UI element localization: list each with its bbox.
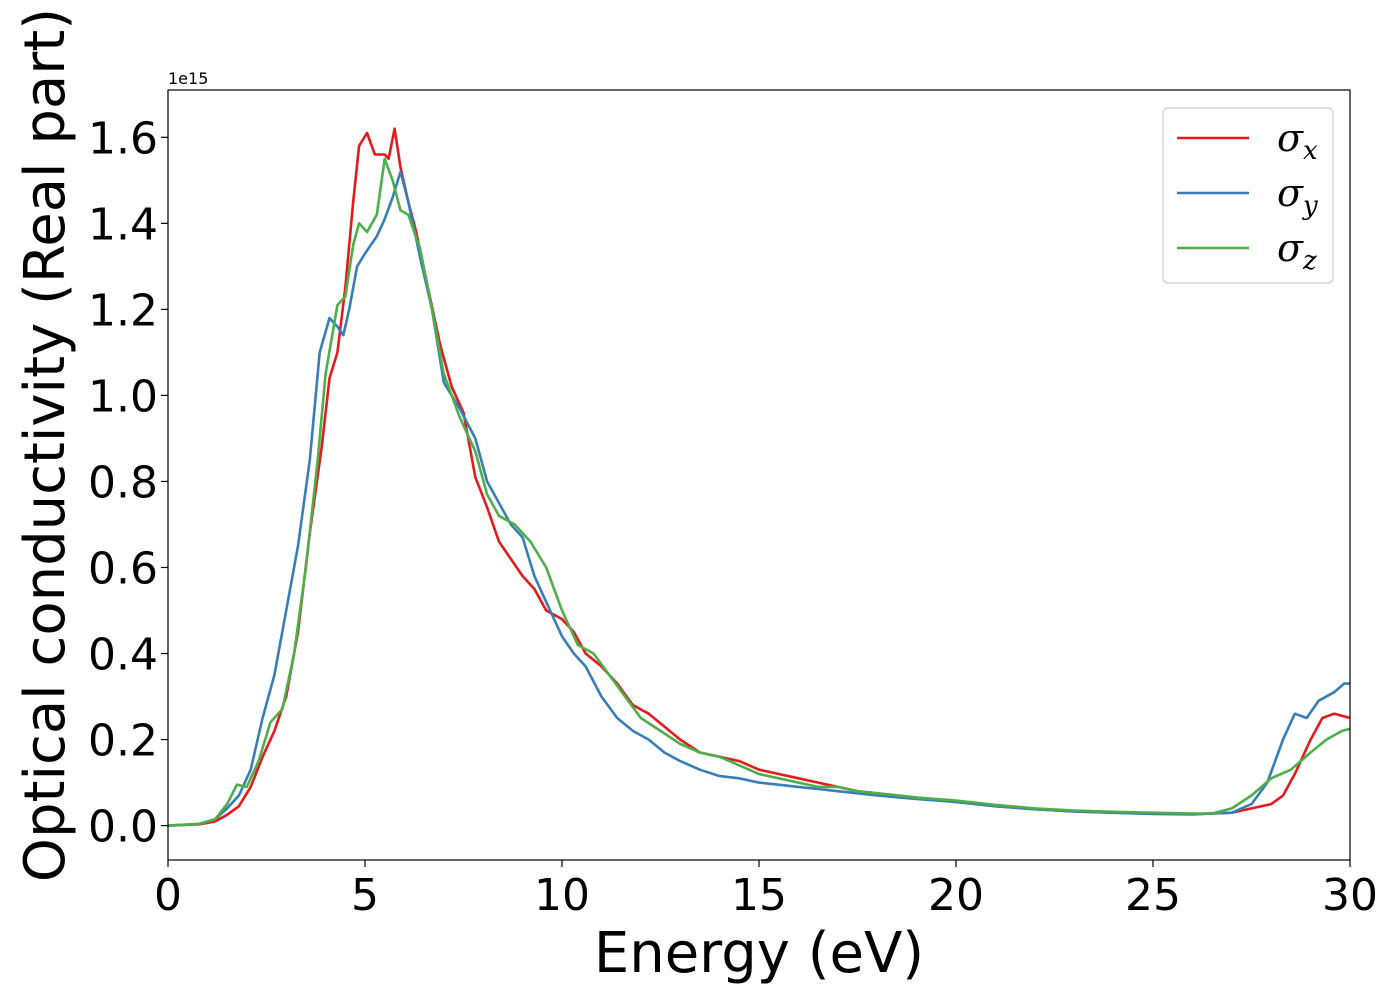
legend-box [1162, 107, 1334, 284]
y-tick-label: 0.0 [88, 802, 158, 853]
y-tick-label: 1.0 [88, 371, 158, 422]
y-tick-label: 0.8 [88, 457, 158, 508]
y-axis-label: Optical conductivity (Real part) [13, 8, 78, 882]
x-tick-label: 0 [154, 870, 182, 921]
y-tick-label: 0.2 [88, 716, 158, 767]
x-tick-label: 25 [1125, 870, 1181, 921]
y-tick-label: 0.6 [88, 543, 158, 594]
legend-label-z: σz [1277, 226, 1317, 276]
x-tick-label: 30 [1322, 870, 1378, 921]
y-tick-label: 1.6 [88, 113, 158, 164]
x-tick-label: 15 [731, 870, 787, 921]
series-line-z [168, 157, 1350, 827]
y-tick-label: 0.4 [88, 630, 158, 681]
axis-ticks: 0 5 10 15 20 25 30 0.0 0.2 0.4 0.6 0.8 1.0 1.2 1.4 1.6 [88, 113, 1378, 921]
x-tick-label: 10 [534, 870, 590, 921]
x-tick-label: 20 [928, 870, 984, 921]
y-tick-label: 1.4 [88, 199, 158, 250]
y-offset-label: 1e15 [168, 69, 208, 88]
x-tick-label: 5 [351, 870, 379, 921]
legend-label-x: σx [1277, 116, 1318, 166]
x-axis-label: Energy (eV) [594, 921, 924, 986]
series-lines [168, 127, 1350, 827]
y-tick-label: 1.2 [88, 285, 158, 336]
legend-label-y: σy [1277, 171, 1318, 221]
